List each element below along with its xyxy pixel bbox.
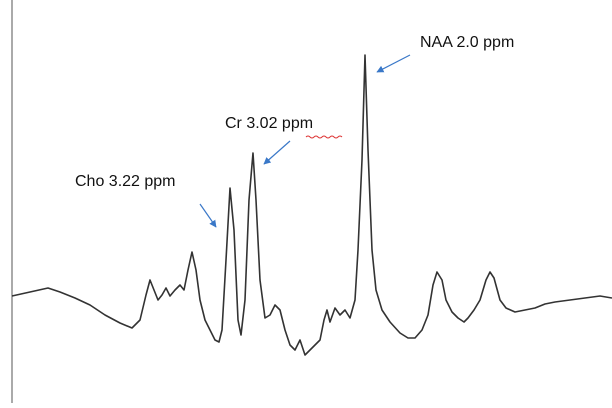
spectrum-curve <box>11 54 612 356</box>
cho-label: Cho 3.22 ppm <box>75 173 176 190</box>
spellcheck-underline <box>305 135 343 139</box>
cho-arrow <box>199 203 217 228</box>
naa-arrow <box>376 54 411 73</box>
cr-label: Cr 3.02 ppm <box>225 115 313 132</box>
naa-label: NAA 2.0 ppm <box>420 34 514 51</box>
cr-arrow <box>263 140 291 165</box>
